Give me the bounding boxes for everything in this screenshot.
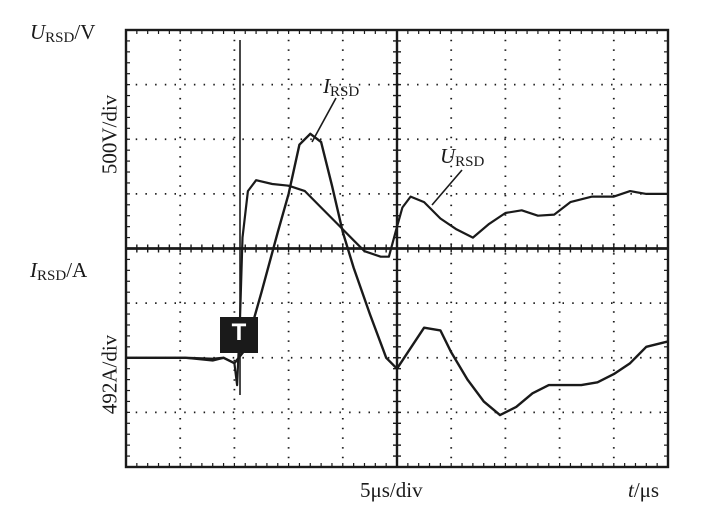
time-axis-label: t/μs [628, 478, 660, 502]
trigger-marker-label: T [231, 319, 247, 346]
time-scale-label: 5μs/div [360, 478, 423, 502]
u-axis-scale: 500V/div [97, 94, 122, 175]
trace-i-rsd [126, 132, 669, 417]
i-axis-title: IRSD/A [30, 258, 88, 284]
curve-u-label: URSD [440, 144, 485, 170]
center-axes [126, 30, 669, 467]
curve-u-leader [431, 169, 463, 206]
curve-i-leader [311, 97, 337, 143]
i-axis-scale: 492A/div [97, 334, 122, 415]
u-axis-title: URSD/V [30, 20, 96, 46]
curve-i-label: IRSD [323, 74, 360, 100]
trigger-marker-box [220, 317, 258, 353]
